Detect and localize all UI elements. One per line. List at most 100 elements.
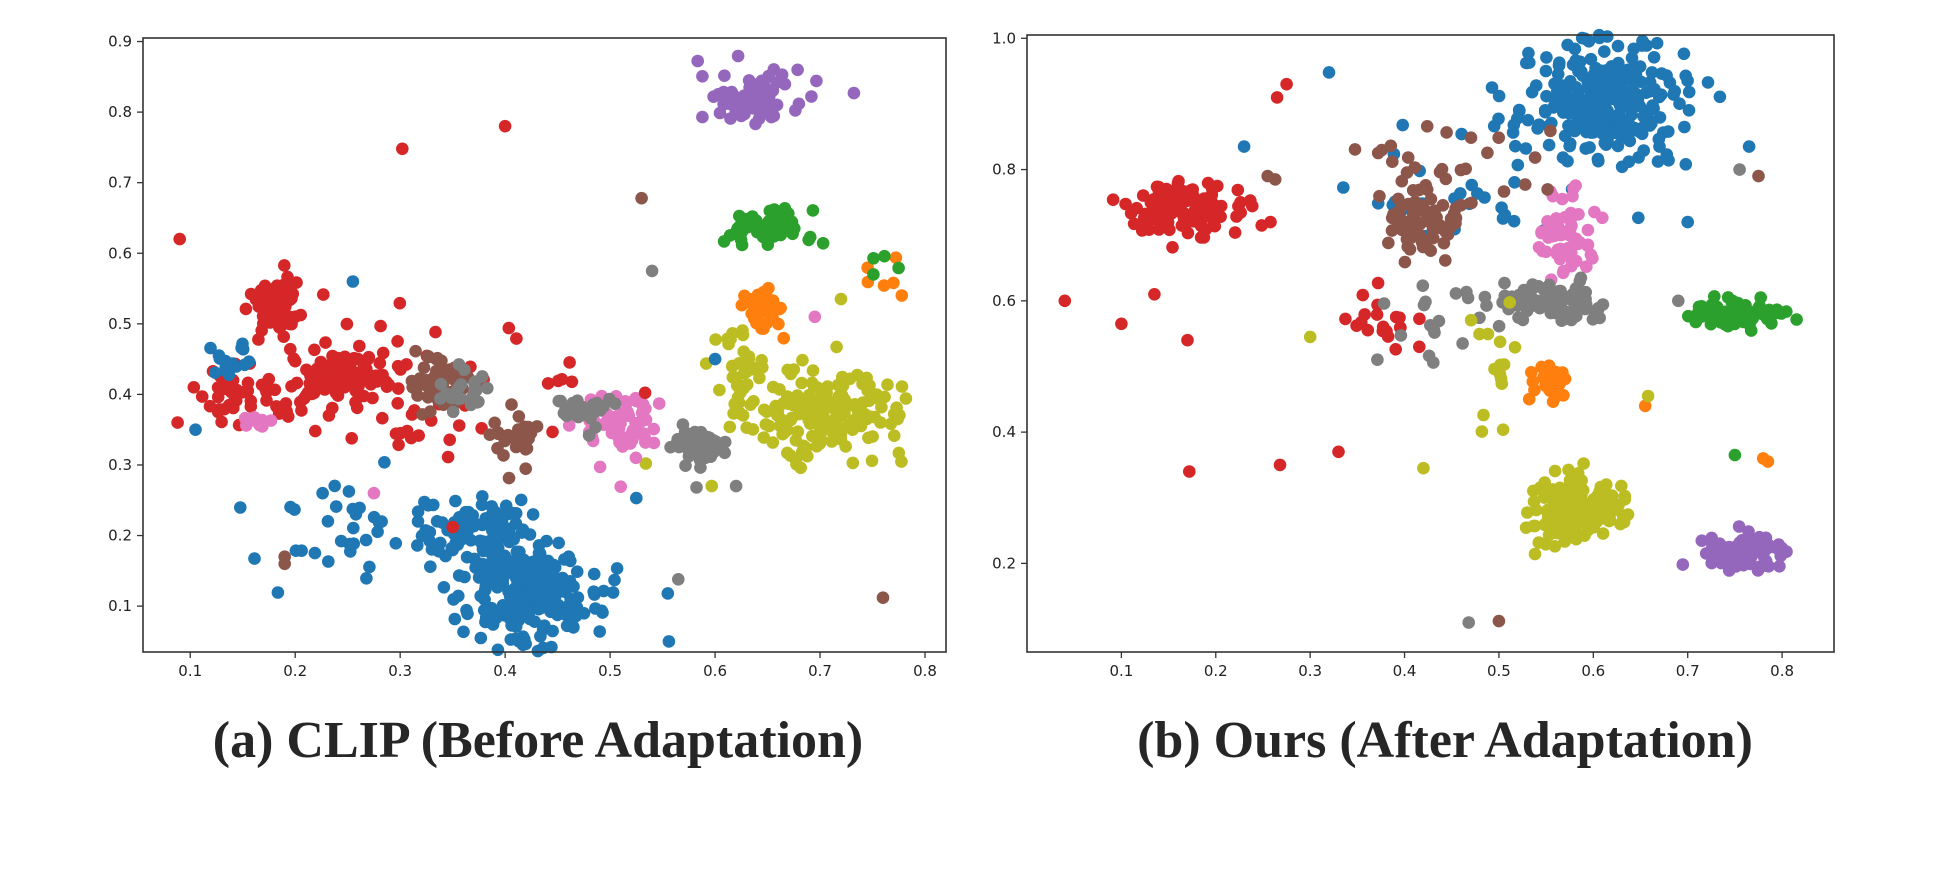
data-point-red: [270, 298, 284, 311]
data-point-blue: [1682, 104, 1696, 117]
data-point-red: [306, 369, 320, 383]
data-point-red: [1181, 226, 1195, 240]
data-point-blue: [411, 539, 424, 552]
data-point-blue: [477, 544, 490, 558]
data-point-blue: [359, 533, 373, 547]
x-tick-label: 0.1: [178, 662, 202, 680]
data-point-blue: [1677, 47, 1691, 61]
data-point-blue: [432, 545, 446, 558]
data-point-blue: [1492, 89, 1506, 103]
data-point-blue: [483, 534, 497, 548]
data-point-blue: [375, 515, 388, 528]
data-point-olive: [1552, 522, 1566, 535]
data-point-blue: [477, 604, 491, 617]
data-point-green: [1770, 303, 1784, 317]
data-point-red: [1177, 185, 1191, 198]
data-point-blue: [1584, 52, 1598, 66]
data-point-orange: [1761, 455, 1775, 468]
data-point-red: [239, 302, 253, 316]
data-point-blue: [1522, 46, 1535, 60]
data-point-red: [1197, 231, 1211, 244]
data-point-gray: [469, 384, 483, 397]
data-point-blue: [1645, 66, 1659, 79]
data-point-pink: [618, 395, 632, 408]
data-point-olive: [795, 376, 808, 390]
data-point-olive: [736, 328, 750, 342]
data-point-red: [324, 381, 338, 394]
data-point-gray: [718, 446, 731, 460]
data-point-blue: [248, 552, 261, 565]
y-tick-label: 0.4: [108, 385, 132, 403]
data-point-blue: [1586, 76, 1600, 90]
x-tick-label: 0.2: [283, 662, 307, 680]
data-point-brown: [1386, 155, 1399, 168]
data-point-blue: [234, 501, 247, 514]
data-point-red: [1228, 226, 1242, 239]
data-point-blue: [1509, 139, 1522, 153]
data-point-blue: [1507, 214, 1521, 228]
data-point-gray: [1371, 353, 1384, 367]
data-point-olive: [1493, 335, 1507, 349]
data-point-orange: [1638, 399, 1652, 413]
data-point-blue: [1498, 208, 1512, 222]
data-point-blue: [606, 586, 620, 599]
data-point-blue: [189, 423, 202, 437]
data-point-orange: [757, 322, 770, 336]
data-point-gray: [603, 392, 616, 406]
data-point-olive: [1538, 476, 1551, 489]
data-point-blue: [1599, 64, 1612, 77]
data-point-olive: [862, 394, 876, 408]
data-point-orange: [1525, 366, 1538, 379]
data-point-brown: [436, 364, 450, 377]
data-point-brown: [423, 385, 437, 399]
data-point-red: [1389, 343, 1402, 356]
data-point-red: [546, 425, 559, 439]
data-point-blue: [545, 640, 558, 654]
data-point-purple: [752, 112, 766, 125]
data-point-blue: [553, 574, 567, 587]
data-point-green: [803, 230, 817, 244]
data-point-olive: [843, 372, 857, 386]
data-point-blue: [353, 501, 366, 515]
data-point-gray: [1462, 616, 1475, 629]
data-point-pink: [1556, 192, 1569, 206]
data-point-olive: [1601, 495, 1615, 509]
data-point-green: [1747, 308, 1760, 322]
data-point-brown: [1492, 614, 1506, 628]
data-point-blue: [491, 643, 505, 657]
data-point-brown: [409, 344, 422, 358]
data-point-red: [394, 426, 408, 440]
data-point-brown: [1406, 184, 1420, 197]
data-point-red: [1058, 294, 1072, 308]
data-point-red: [393, 296, 407, 310]
data-point-purple: [1676, 558, 1690, 571]
data-point-brown: [505, 398, 518, 411]
x-tick-label: 0.4: [493, 662, 517, 680]
data-point-brown: [1373, 189, 1386, 203]
data-point-blue: [564, 554, 577, 568]
data-point-gray: [1377, 297, 1391, 310]
data-point-gray: [1543, 278, 1556, 292]
data-point-blue: [534, 630, 547, 643]
data-point-blue: [1563, 139, 1576, 153]
data-point-olive: [1539, 538, 1553, 551]
data-point-brown: [1261, 169, 1274, 183]
data-point-blue: [1652, 132, 1666, 146]
data-point-olive: [797, 439, 810, 453]
data-point-blue: [558, 585, 572, 599]
data-point-gray: [729, 479, 743, 493]
data-point-olive: [742, 350, 756, 363]
data-point-brown: [1434, 219, 1448, 233]
data-point-purple: [1757, 533, 1771, 546]
data-point-red: [278, 259, 291, 272]
data-point-purple: [1724, 559, 1737, 573]
data-point-blue: [1587, 121, 1600, 134]
data-point-red: [1332, 445, 1345, 459]
data-point-red: [257, 302, 271, 316]
data-point-pink: [1542, 231, 1555, 244]
data-point-gray: [1512, 311, 1525, 324]
data-point-blue: [1237, 140, 1251, 153]
data-point-olive: [852, 401, 865, 415]
data-point-olive: [746, 423, 760, 436]
data-point-red: [317, 288, 330, 301]
